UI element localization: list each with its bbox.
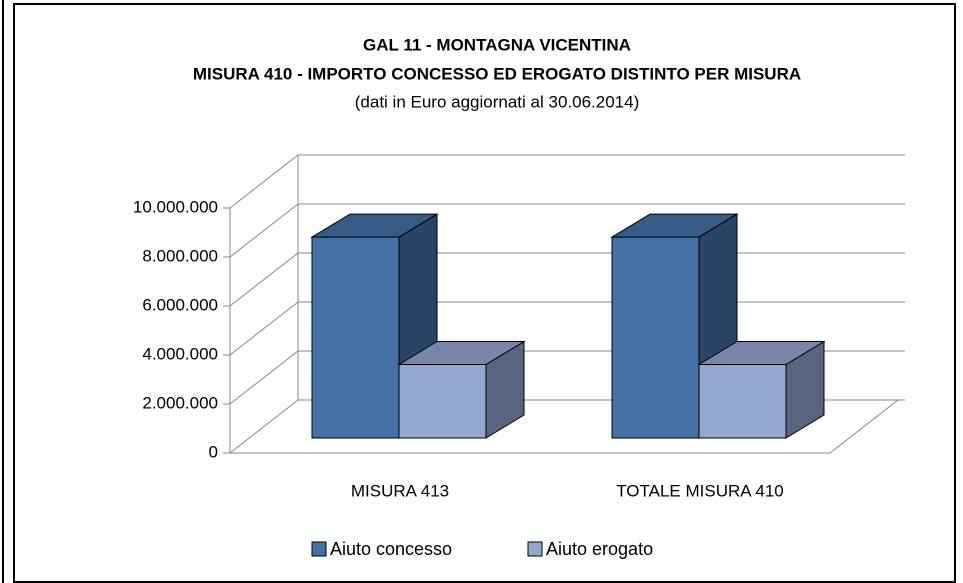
chart-border (13, 3, 956, 583)
x-tick-label: MISURA 413 (351, 481, 449, 500)
chart-title: GAL 11 - MONTAGNA VICENTINA (363, 35, 631, 54)
y-tick-label: 2.000.000 (142, 393, 218, 412)
bar-front (698, 364, 787, 439)
y-tick-label: 10.000.000 (133, 197, 218, 216)
bar (697, 340, 826, 439)
y-tick-label: 0 (209, 442, 218, 461)
bar (310, 213, 439, 439)
bar-front (398, 364, 487, 439)
legend-swatch (527, 541, 543, 557)
bar-front (611, 236, 700, 439)
y-tick-label: 6.000.000 (142, 295, 218, 314)
grid-line (229, 203, 905, 258)
bar-front (311, 236, 400, 439)
legend-label: Aiuto erogato (546, 539, 653, 559)
bar (397, 340, 526, 439)
chart-note: (dati in Euro aggiornati al 30.06.2014) (355, 92, 639, 111)
chart-subtitle: MISURA 410 - IMPORTO CONCESSO ED EROGATO… (193, 64, 801, 83)
y-tick-label: 4.000.000 (142, 344, 218, 363)
y-tick-label: 8.000.000 (142, 246, 218, 265)
legend-label: Aiuto concesso (330, 539, 452, 559)
legend-swatch (311, 541, 327, 557)
grid-line (229, 154, 905, 209)
x-tick-label: TOTALE MISURA 410 (616, 481, 784, 500)
